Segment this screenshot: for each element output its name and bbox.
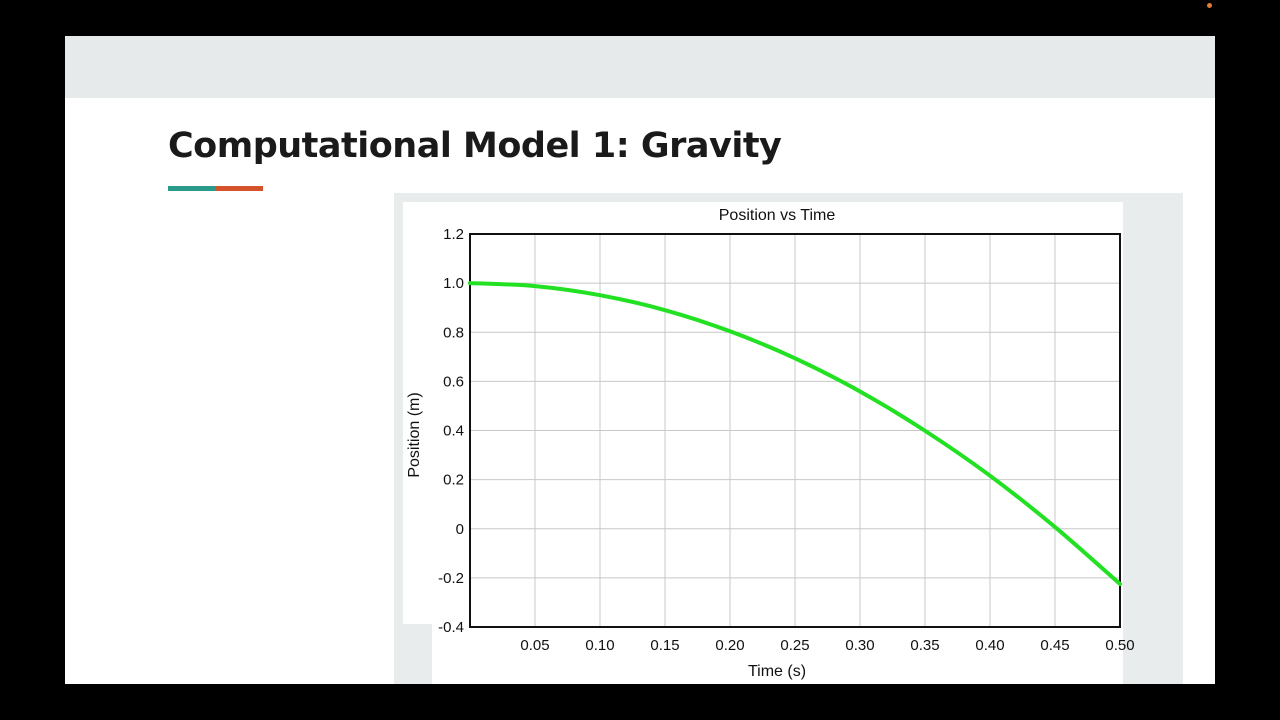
- y-tick-label: -0.4: [438, 619, 464, 636]
- y-tick-label: 1.2: [443, 226, 464, 243]
- x-tick-label: 0.35: [910, 637, 939, 654]
- y-tick-label: 0.8: [443, 324, 464, 341]
- chart-title: Position vs Time: [719, 207, 836, 224]
- y-tick-labels: 1.2 1.0 0.8 0.6 0.4 0.2 0 -0.2 -0.4: [438, 226, 464, 636]
- position-series-line: [468, 281, 1122, 587]
- slide-header-band: [65, 36, 1215, 98]
- x-axis-title: Time (s): [748, 663, 806, 680]
- x-tick-labels: 0.05 0.10 0.15 0.20 0.25 0.30 0.35 0.40 0.45 0.50: [520, 637, 1134, 654]
- position-time-chart: Position vs Time 0.05 0.10 0.15 0.20 0.25 0.3…: [406, 207, 1135, 680]
- title-accent-teal: [168, 186, 216, 191]
- plot-frame: [469, 233, 1121, 628]
- y-tick-label: -0.2: [438, 570, 464, 587]
- slide: Computational Model 1: Gravity Position …: [65, 36, 1215, 684]
- y-tick-label: 0.4: [443, 423, 464, 440]
- title-accent-orange: [216, 186, 263, 191]
- chart-panel-lower: [432, 624, 1123, 684]
- y-axis-title: Position (m): [406, 392, 423, 477]
- x-tick-label: 0.40: [975, 637, 1004, 654]
- grid-lines: [470, 233, 1121, 628]
- x-tick-label: 0.15: [650, 637, 679, 654]
- corner-dot: [1207, 3, 1212, 8]
- x-tick-label: 0.45: [1040, 637, 1069, 654]
- y-tick-label: 0.6: [443, 373, 464, 390]
- y-tick-label: 0: [456, 521, 464, 538]
- x-tick-label: 0.50: [1105, 637, 1134, 654]
- x-tick-label: 0.10: [585, 637, 614, 654]
- x-tick-label: 0.25: [780, 637, 809, 654]
- x-tick-label: 0.05: [520, 637, 549, 654]
- x-tick-label: 0.30: [845, 637, 874, 654]
- slide-title: Computational Model 1: Gravity: [168, 126, 782, 166]
- chart-panel: [403, 202, 1123, 624]
- y-tick-label: 1.0: [443, 275, 464, 292]
- y-tick-label: 0.2: [443, 472, 464, 489]
- x-tick-label: 0.20: [715, 637, 744, 654]
